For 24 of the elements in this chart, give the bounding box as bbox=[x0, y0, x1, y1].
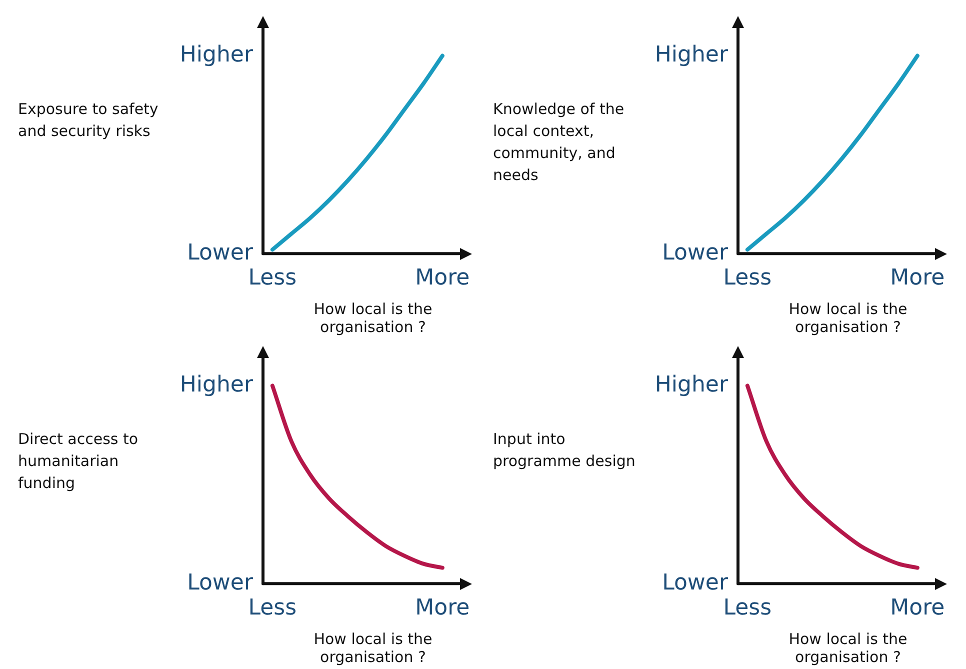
text: Lower bbox=[187, 240, 254, 266]
text: Lower bbox=[187, 570, 254, 596]
y-axis-title: Input into programme design bbox=[493, 429, 636, 472]
x-tick-label: Less bbox=[248, 266, 297, 291]
text: Lower bbox=[662, 570, 729, 596]
y-axis-title: Direct access to humanitarian funding bbox=[18, 429, 140, 494]
text: Higher bbox=[654, 42, 729, 68]
x-tick-label: Less bbox=[723, 266, 772, 291]
x-axis-title: How local is the organisation ? bbox=[788, 630, 908, 666]
x-tick-label: Less bbox=[723, 596, 772, 621]
x-tick-label: More bbox=[415, 596, 470, 621]
x-axis-title: How local is the organisation ? bbox=[788, 300, 908, 336]
text: Lower bbox=[662, 240, 729, 266]
text: Higher bbox=[180, 372, 254, 398]
text: Higher bbox=[654, 372, 729, 398]
y-axis-title: Knowledge of the local context, community, and needs bbox=[493, 99, 626, 186]
x-tick-label: More bbox=[415, 266, 470, 291]
x-tick-label: More bbox=[890, 596, 945, 621]
y-axis-title: Exposure to safety and security risks bbox=[18, 99, 160, 142]
x-tick-label: Less bbox=[248, 596, 297, 621]
x-axis-title: How local is the organisation ? bbox=[312, 630, 434, 666]
text: Higher bbox=[180, 42, 254, 68]
x-axis-title: How local is the organisation ? bbox=[312, 300, 434, 336]
x-tick-label: More bbox=[890, 266, 945, 291]
